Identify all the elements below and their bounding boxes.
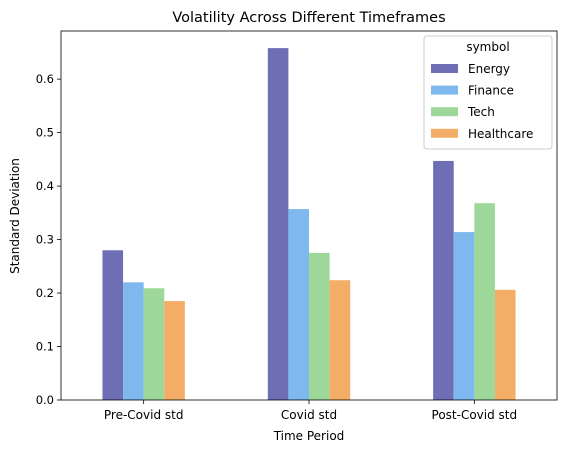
x-tick-label: Pre-Covid std — [104, 408, 184, 422]
bar-healthcare-2 — [494, 289, 516, 400]
legend-label-healthcare: Healthcare — [468, 127, 533, 141]
legend-swatch-finance — [431, 85, 458, 95]
plot-area: 0.0 0.1 0.2 0.3 0.4 0.5 0.6 Pre-Covid std Covid … — [36, 30, 558, 422]
y-tick-label: 0.5 — [36, 126, 54, 140]
bar-energy-1 — [267, 48, 289, 401]
y-axis-label: Standard Deviation — [8, 158, 22, 274]
bar-finance-2 — [453, 232, 475, 400]
bar-tech-2 — [474, 203, 495, 400]
legend-swatch-energy — [431, 64, 458, 73]
legend: symbol Energy Finance Tech Healthcare — [423, 35, 553, 150]
legend-label-finance: Finance — [468, 84, 514, 98]
bar-tech-0 — [143, 288, 165, 400]
bar-energy-0 — [102, 250, 124, 400]
y-tick-label: 0.0 — [36, 393, 54, 407]
legend-label-tech: Tech — [467, 105, 495, 119]
x-tick-label: Covid std — [281, 408, 337, 422]
bar-finance-1 — [288, 209, 309, 400]
chart-title: Volatility Across Different Timeframes — [172, 10, 445, 26]
legend-label-energy: Energy — [468, 62, 510, 76]
y-tick-label: 0.1 — [36, 340, 54, 354]
x-axis-label: Time Period — [273, 429, 345, 443]
bar-energy-2 — [433, 160, 454, 400]
y-tick-label: 0.6 — [36, 72, 54, 86]
legend-swatch-healthcare — [431, 128, 458, 138]
bar-healthcare-1 — [329, 280, 351, 400]
y-tick-label: 0.2 — [36, 286, 54, 300]
x-tick-label: Post-Covid std — [432, 408, 518, 422]
y-tick-label: 0.4 — [36, 179, 54, 193]
y-tick-label: 0.3 — [36, 233, 54, 247]
bar-healthcare-0 — [164, 301, 185, 400]
legend-title: symbol — [466, 40, 509, 54]
legend-swatch-tech — [431, 107, 458, 117]
bar-finance-0 — [123, 282, 144, 400]
bar-tech-1 — [309, 252, 330, 400]
